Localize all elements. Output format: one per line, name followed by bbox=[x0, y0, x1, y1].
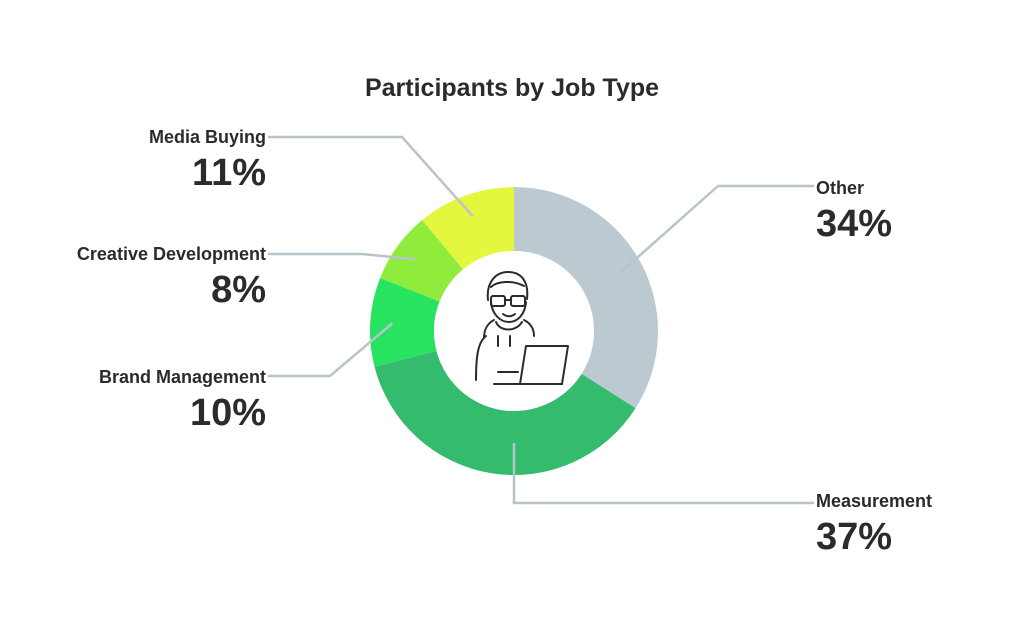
category-label: Other bbox=[816, 178, 865, 198]
label-other: Other 34% bbox=[816, 178, 996, 243]
category-label: Creative Development bbox=[76, 244, 266, 264]
label-creative-development: Creative Development 8% bbox=[40, 244, 266, 309]
slice-media-buying bbox=[422, 187, 514, 270]
value-label: 37% bbox=[816, 516, 893, 558]
label-measurement: Measurement 37% bbox=[816, 491, 996, 556]
donut-slices bbox=[369, 187, 658, 475]
slice-brand-management bbox=[369, 277, 440, 367]
leader-lines bbox=[268, 135, 814, 505]
slice-measurement bbox=[374, 350, 636, 475]
person-with-laptop-icon bbox=[475, 271, 569, 385]
leader-line-creative-development bbox=[268, 252, 416, 261]
category-label: Brand Management bbox=[98, 367, 266, 387]
value-label: 34% bbox=[816, 203, 893, 245]
value-label: 8% bbox=[211, 269, 266, 311]
leader-line-other bbox=[620, 184, 814, 274]
leader-line-brand-management bbox=[268, 322, 394, 378]
label-brand-management: Brand Management 10% bbox=[40, 367, 266, 432]
label-media-buying: Media Buying 11% bbox=[100, 127, 266, 192]
slice-other bbox=[514, 187, 658, 409]
leader-line-media-buying bbox=[268, 135, 474, 218]
slice-creative-development bbox=[380, 220, 464, 302]
leader-line-measurement bbox=[512, 443, 814, 505]
value-label: 11% bbox=[192, 152, 266, 194]
category-label: Media Buying bbox=[148, 127, 266, 147]
chart-title: Participants by Job Type bbox=[364, 74, 660, 102]
value-label: 10% bbox=[189, 392, 266, 434]
donut-hole bbox=[434, 251, 594, 411]
category-label: Measurement bbox=[816, 491, 933, 511]
